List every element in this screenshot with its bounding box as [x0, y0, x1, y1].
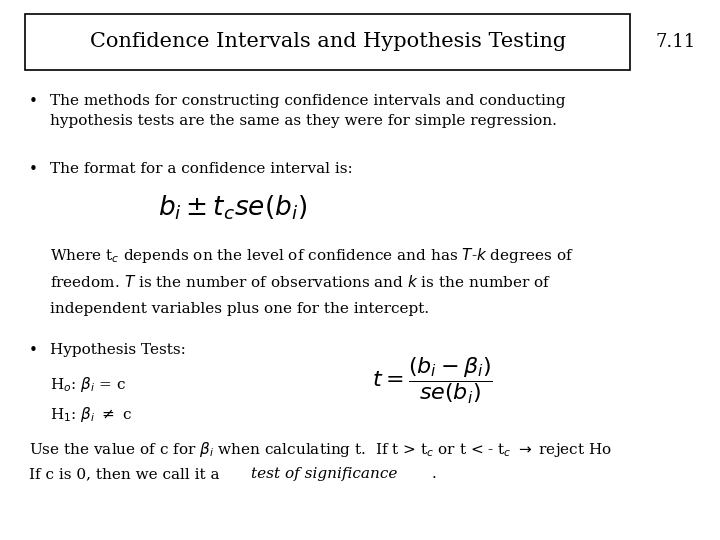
FancyBboxPatch shape [25, 14, 630, 70]
Text: $t = \dfrac{(b_i - \beta_i)}{se(b_i)}$: $t = \dfrac{(b_i - \beta_i)}{se(b_i)}$ [372, 355, 492, 406]
Text: independent variables plus one for the intercept.: independent variables plus one for the i… [50, 302, 430, 316]
Text: The methods for constructing confidence intervals and conducting
hypothesis test: The methods for constructing confidence … [50, 94, 566, 128]
Text: Where t$_c$ depends on the level of confidence and has $T$-$k$ degrees of: Where t$_c$ depends on the level of conf… [50, 246, 575, 265]
Text: •: • [29, 162, 37, 177]
Text: •: • [29, 94, 37, 110]
Text: .: . [432, 467, 437, 481]
Text: •: • [29, 343, 37, 358]
Text: H$_1$: $\beta_i$ $\neq$ c: H$_1$: $\beta_i$ $\neq$ c [50, 405, 132, 424]
Text: If c is 0, then we call it a: If c is 0, then we call it a [29, 467, 224, 481]
Text: freedom. $T$ is the number of observations and $k$ is the number of: freedom. $T$ is the number of observatio… [50, 274, 552, 290]
Text: test of significance: test of significance [251, 467, 397, 481]
Text: Confidence Intervals and Hypothesis Testing: Confidence Intervals and Hypothesis Test… [89, 32, 566, 51]
Text: Hypothesis Tests:: Hypothesis Tests: [50, 343, 186, 357]
Text: $b_i \pm t_c se(b_i)$: $b_i \pm t_c se(b_i)$ [158, 194, 307, 222]
Text: Use the value of c for $\beta_i$ when calculating t.  If t > t$_c$ or t < - t$_c: Use the value of c for $\beta_i$ when ca… [29, 440, 612, 459]
Text: 7.11: 7.11 [655, 33, 696, 51]
Text: H$_o$: $\beta_i$ = c: H$_o$: $\beta_i$ = c [50, 375, 126, 394]
Text: The format for a confidence interval is:: The format for a confidence interval is: [50, 162, 353, 176]
